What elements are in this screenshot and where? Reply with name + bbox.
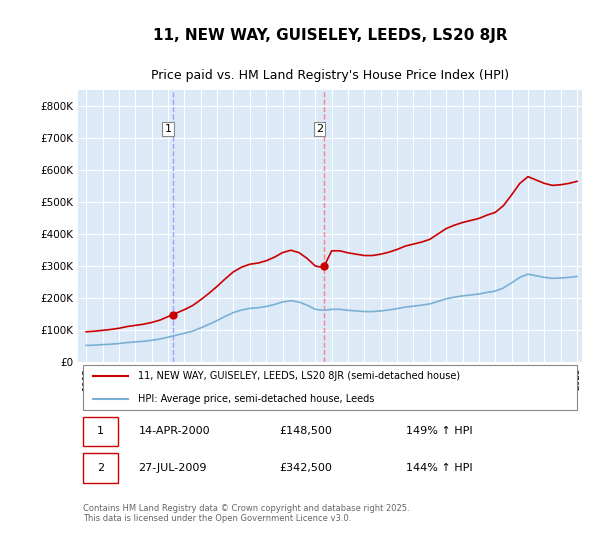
Text: 144% ↑ HPI: 144% ↑ HPI <box>406 463 472 473</box>
Text: HPI: Average price, semi-detached house, Leeds: HPI: Average price, semi-detached house,… <box>139 394 375 404</box>
Text: Price paid vs. HM Land Registry's House Price Index (HPI): Price paid vs. HM Land Registry's House … <box>151 69 509 82</box>
Text: £342,500: £342,500 <box>280 463 332 473</box>
FancyBboxPatch shape <box>83 417 118 446</box>
Text: 11, NEW WAY, GUISELEY, LEEDS, LS20 8JR: 11, NEW WAY, GUISELEY, LEEDS, LS20 8JR <box>152 27 508 43</box>
Text: 1: 1 <box>97 426 104 436</box>
Text: 11, NEW WAY, GUISELEY, LEEDS, LS20 8JR (semi-detached house): 11, NEW WAY, GUISELEY, LEEDS, LS20 8JR (… <box>139 371 461 381</box>
Text: Contains HM Land Registry data © Crown copyright and database right 2025.
This d: Contains HM Land Registry data © Crown c… <box>83 503 410 523</box>
FancyBboxPatch shape <box>83 454 118 483</box>
FancyBboxPatch shape <box>83 365 577 410</box>
Text: 149% ↑ HPI: 149% ↑ HPI <box>406 426 472 436</box>
Text: £148,500: £148,500 <box>280 426 332 436</box>
Text: 14-APR-2000: 14-APR-2000 <box>139 426 210 436</box>
Text: 1: 1 <box>164 124 172 134</box>
Text: 2: 2 <box>97 463 104 473</box>
Text: 27-JUL-2009: 27-JUL-2009 <box>139 463 207 473</box>
Text: 2: 2 <box>316 124 323 134</box>
